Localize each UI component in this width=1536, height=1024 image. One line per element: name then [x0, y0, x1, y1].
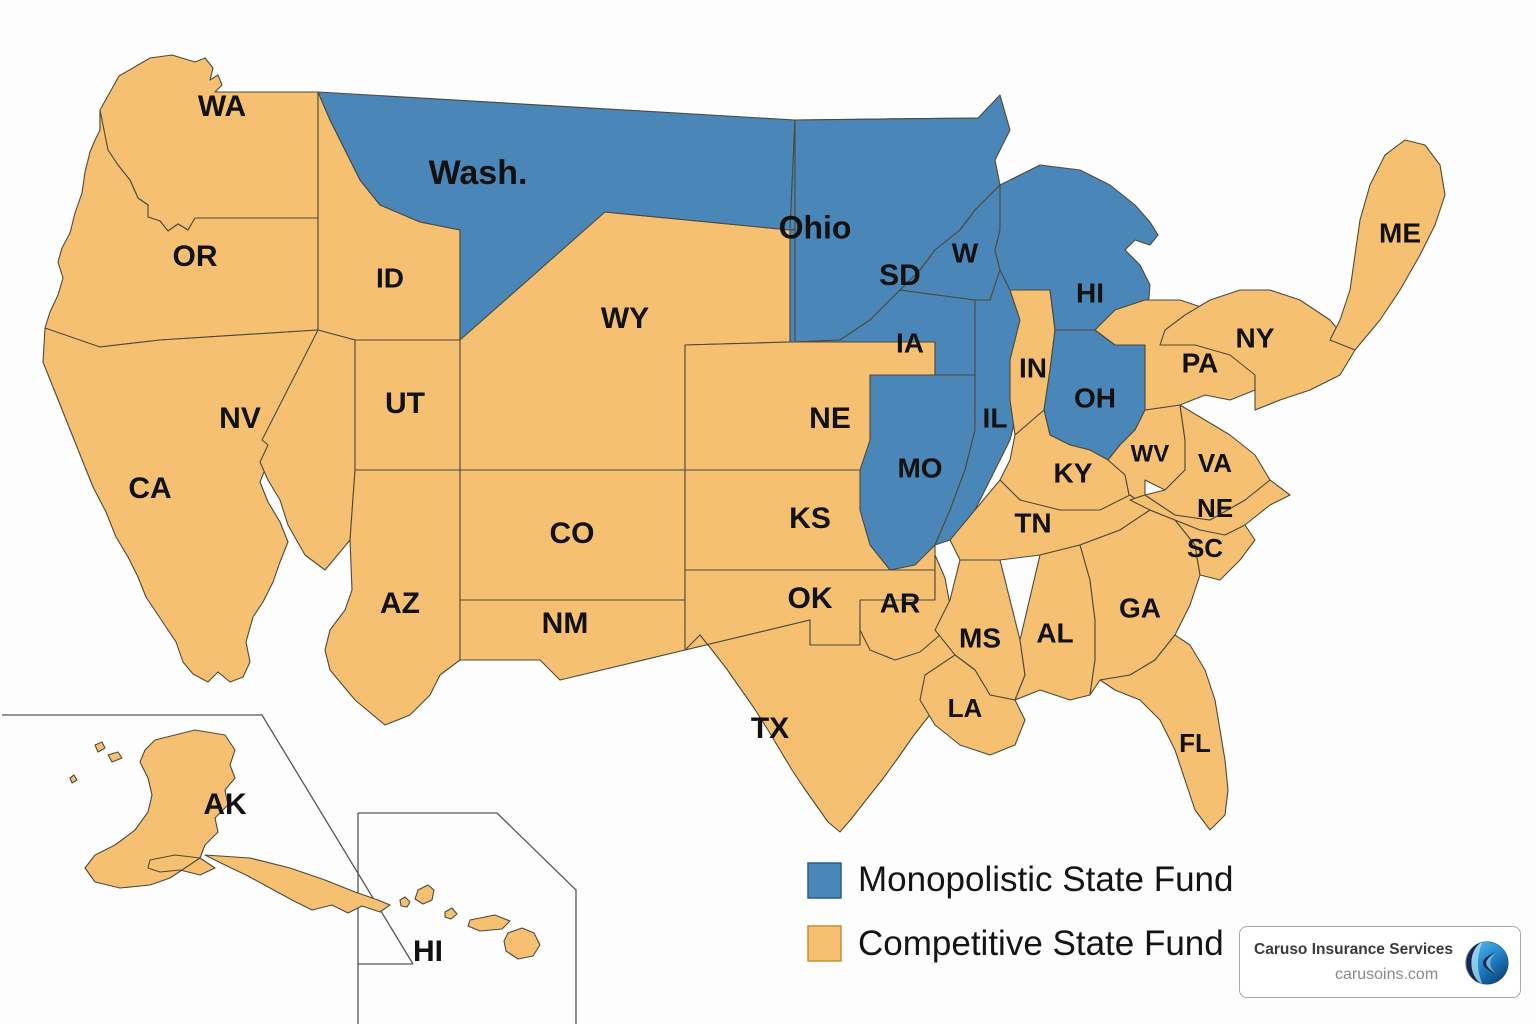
svg-text:W: W — [952, 237, 979, 268]
svg-text:IA: IA — [896, 327, 924, 358]
svg-text:NV: NV — [219, 402, 261, 435]
svg-text:CO: CO — [550, 517, 595, 550]
svg-text:IN: IN — [1019, 352, 1047, 383]
svg-text:HI: HI — [413, 935, 443, 968]
svg-text:NM: NM — [542, 607, 589, 640]
svg-text:NE: NE — [1197, 493, 1233, 523]
svg-text:WA: WA — [198, 90, 246, 123]
svg-text:TX: TX — [751, 712, 789, 745]
svg-text:SD: SD — [879, 259, 921, 292]
svg-text:WV: WV — [1131, 440, 1170, 467]
svg-text:AK: AK — [203, 788, 247, 821]
svg-text:AZ: AZ — [380, 587, 420, 620]
svg-text:Ohio: Ohio — [779, 209, 852, 245]
svg-text:MS: MS — [959, 622, 1001, 653]
svg-text:ID: ID — [376, 262, 404, 293]
svg-text:NE: NE — [809, 402, 851, 435]
svg-text:AL: AL — [1036, 617, 1073, 648]
svg-text:OR: OR — [173, 240, 218, 273]
svg-text:Competitive State Fund: Competitive State Fund — [858, 924, 1224, 963]
svg-text:UT: UT — [385, 387, 425, 420]
svg-text:AR: AR — [880, 587, 920, 618]
svg-text:TN: TN — [1014, 507, 1051, 538]
svg-text:NY: NY — [1236, 322, 1275, 353]
svg-text:SC: SC — [1187, 533, 1223, 563]
svg-text:MO: MO — [897, 452, 942, 483]
svg-text:HI: HI — [1076, 277, 1104, 308]
svg-text:VA: VA — [1198, 448, 1232, 478]
svg-text:ME: ME — [1379, 217, 1421, 248]
svg-text:KS: KS — [789, 502, 831, 535]
svg-text:IL: IL — [983, 402, 1008, 433]
svg-text:Wash.: Wash. — [429, 154, 528, 192]
svg-text:CA: CA — [128, 472, 171, 505]
svg-text:OK: OK — [788, 582, 833, 615]
svg-text:WY: WY — [601, 302, 649, 335]
svg-text:LA: LA — [948, 693, 983, 723]
svg-text:Monopolistic State Fund: Monopolistic State Fund — [858, 860, 1233, 899]
svg-text:PA: PA — [1182, 347, 1219, 378]
svg-text:OH: OH — [1074, 382, 1116, 413]
svg-text:FL: FL — [1179, 728, 1211, 758]
svg-text:KY: KY — [1054, 457, 1093, 488]
svg-text:GA: GA — [1119, 592, 1161, 623]
